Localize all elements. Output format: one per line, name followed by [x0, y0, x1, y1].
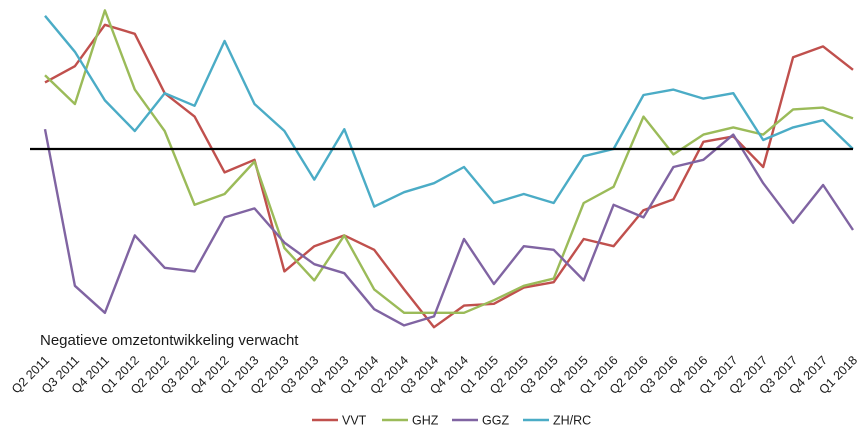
legend-label: GGZ [482, 414, 509, 428]
series-line-vvt [44, 23, 854, 329]
legend-label: ZH/RC [553, 414, 591, 428]
series-line-ggz [43, 128, 854, 327]
legend-label: VVT [342, 414, 367, 428]
chart-annotation: Negatieve omzetontwikkeling verwacht [40, 332, 299, 349]
series-lines [43, 9, 854, 329]
legend: VVT GHZ GGZ ZH/RC [312, 414, 591, 428]
series-line-ghz [44, 9, 854, 314]
legend-label: GHZ [412, 414, 439, 428]
series-line-zh-rc [44, 15, 854, 208]
